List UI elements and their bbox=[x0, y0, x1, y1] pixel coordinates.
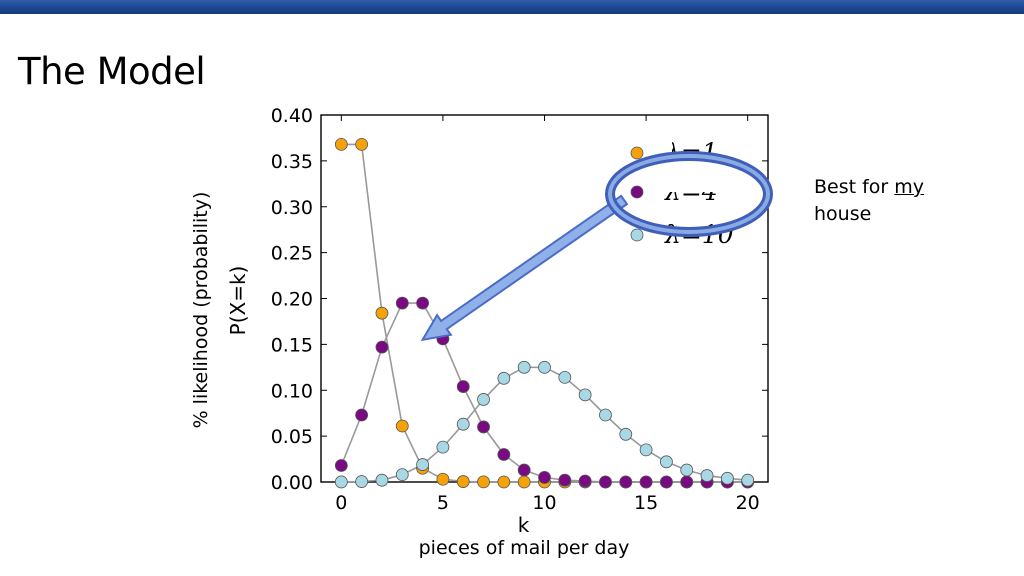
x-tick-label: 20 bbox=[736, 492, 760, 514]
data-point bbox=[517, 463, 531, 477]
data-point bbox=[436, 472, 450, 486]
data-point bbox=[741, 473, 755, 487]
data-point bbox=[375, 340, 389, 354]
legend-marker bbox=[630, 228, 644, 242]
note-text: Best for bbox=[814, 176, 895, 198]
data-point bbox=[660, 475, 673, 489]
x-tick-label: 5 bbox=[437, 492, 449, 514]
y-tick-label: 0.30 bbox=[271, 197, 313, 219]
data-point bbox=[517, 475, 531, 489]
note-underlined-text: my bbox=[894, 176, 925, 198]
data-point bbox=[517, 360, 531, 374]
data-point bbox=[619, 475, 633, 489]
data-point bbox=[456, 380, 470, 393]
data-point bbox=[680, 475, 694, 489]
y-tick-label: 0.35 bbox=[271, 151, 313, 173]
data-point bbox=[477, 393, 490, 406]
callout-ellipse-highlight bbox=[608, 154, 770, 234]
data-point bbox=[720, 471, 734, 485]
data-point bbox=[538, 360, 551, 374]
data-point bbox=[497, 371, 511, 385]
header-bar bbox=[0, 0, 1024, 14]
data-point bbox=[456, 475, 470, 488]
data-point bbox=[619, 427, 633, 441]
x-tick-label: 10 bbox=[532, 492, 556, 514]
legend-marker bbox=[630, 185, 644, 199]
data-point bbox=[599, 408, 612, 422]
data-point bbox=[558, 371, 572, 384]
data-point bbox=[538, 471, 551, 484]
data-point bbox=[578, 474, 592, 488]
x-tick-label: 15 bbox=[634, 492, 658, 514]
data-point bbox=[375, 473, 389, 487]
callout-arrow bbox=[420, 194, 629, 342]
y-tick-label: 0.05 bbox=[271, 426, 313, 448]
data-point bbox=[436, 440, 450, 454]
annotation-note: Best for my house bbox=[814, 174, 924, 228]
data-point bbox=[477, 475, 490, 489]
data-point bbox=[599, 475, 612, 489]
data-point bbox=[639, 443, 653, 457]
data-point bbox=[456, 417, 470, 431]
data-point bbox=[660, 455, 673, 469]
data-point bbox=[416, 458, 429, 471]
data-point bbox=[334, 137, 348, 151]
note-text-line2: house bbox=[814, 203, 872, 225]
data-point bbox=[700, 469, 714, 482]
y-axis-caption: % likelihood (probability) bbox=[190, 191, 212, 429]
data-point bbox=[497, 475, 511, 489]
data-point bbox=[395, 468, 409, 482]
y-tick-label: 0.10 bbox=[271, 380, 313, 402]
legend-cover bbox=[660, 170, 764, 192]
data-point bbox=[375, 306, 389, 320]
legend-marker bbox=[630, 146, 644, 160]
data-point bbox=[558, 473, 572, 487]
data-point bbox=[680, 463, 694, 477]
data-point bbox=[334, 475, 348, 489]
y-tick-label: 0.20 bbox=[271, 289, 313, 311]
data-point bbox=[395, 296, 409, 310]
data-point bbox=[334, 459, 348, 472]
data-point bbox=[578, 388, 592, 402]
slide-title: The Model bbox=[18, 50, 206, 93]
y-tick-label: 0.40 bbox=[271, 105, 313, 127]
y-tick-label: 0.15 bbox=[271, 334, 313, 356]
data-point bbox=[355, 137, 369, 151]
y-tick-label: 0.00 bbox=[271, 472, 313, 494]
y-axis-label: P(X=k) bbox=[226, 266, 250, 336]
x-axis-caption: pieces of mail per day bbox=[418, 537, 630, 559]
x-tick-label: 0 bbox=[335, 492, 347, 514]
data-point bbox=[355, 475, 369, 488]
data-point bbox=[395, 419, 409, 433]
y-tick-label: 0.25 bbox=[271, 243, 313, 265]
data-point bbox=[639, 475, 653, 489]
x-axis-label: k bbox=[518, 513, 530, 537]
data-point bbox=[477, 420, 490, 434]
data-point bbox=[355, 408, 369, 422]
data-point bbox=[416, 296, 429, 310]
data-point bbox=[497, 448, 511, 461]
